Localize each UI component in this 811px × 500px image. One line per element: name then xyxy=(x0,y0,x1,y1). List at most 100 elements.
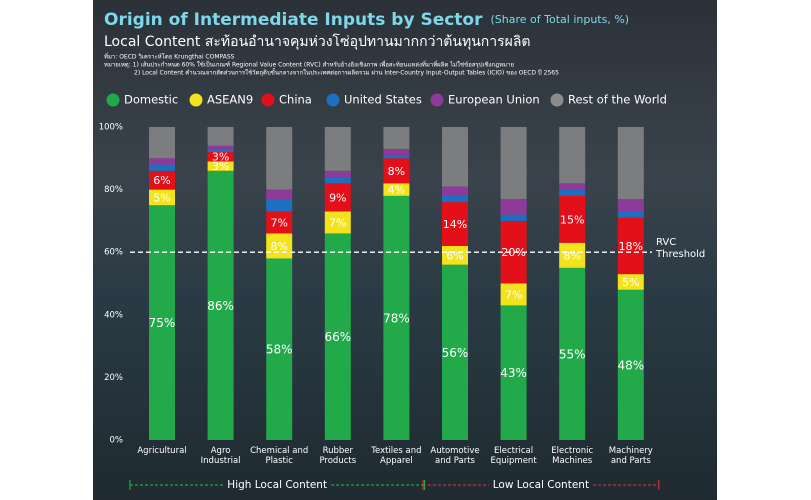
value-label: 6% xyxy=(446,249,463,262)
bar-segment xyxy=(617,198,644,212)
y-tick-label: 20% xyxy=(104,373,123,383)
bar-segment xyxy=(149,170,175,190)
bar-segment xyxy=(266,127,293,190)
bar-segment xyxy=(266,258,293,440)
x-tick-label: Automotive and Parts xyxy=(430,446,480,466)
value-label: 7% xyxy=(270,216,287,229)
value-label: 18% xyxy=(619,240,643,253)
bar-segment xyxy=(442,186,468,196)
x-tick-label: Machinery and Parts xyxy=(608,446,653,466)
value-label: 43% xyxy=(500,366,527,380)
bar-segment xyxy=(324,177,351,184)
y-tick-label: 100% xyxy=(99,123,123,133)
bar-segment xyxy=(617,274,644,290)
legend-label: ASEAN9 xyxy=(207,93,253,107)
bar-segment xyxy=(617,217,644,275)
x-tick-label: Chemical and Plastic xyxy=(250,446,309,466)
bar-segment xyxy=(559,242,586,268)
bar-segment xyxy=(207,170,234,440)
value-label: 8% xyxy=(270,240,287,253)
bar-segment xyxy=(266,211,293,234)
x-tick-label: Agricultural xyxy=(137,446,187,456)
value-label: 48% xyxy=(617,358,644,372)
bar-segment xyxy=(149,164,175,171)
bar-segment xyxy=(500,305,527,440)
bar-segment xyxy=(559,195,586,243)
bar-segment xyxy=(442,195,468,203)
bar-segment xyxy=(266,189,293,199)
y-tick-label: 0% xyxy=(110,436,124,446)
bar-segment xyxy=(442,264,468,440)
legend-marker xyxy=(326,93,340,107)
bar-segment xyxy=(500,214,527,221)
bar-segment xyxy=(207,152,234,162)
x-tick-label: Electrical Equipment xyxy=(490,446,537,466)
bar-segment xyxy=(149,189,175,206)
chart-subtitle: (Share of Total inputs, %) xyxy=(491,13,630,26)
value-label: 75% xyxy=(149,316,176,330)
group-label: Low Local Content xyxy=(493,479,589,491)
chart-title: Origin of Intermediate Inputs by Sector xyxy=(104,10,483,30)
value-label: 9% xyxy=(329,191,346,204)
value-label: 14% xyxy=(443,218,467,231)
y-tick-label: 40% xyxy=(104,310,123,320)
bar-segment xyxy=(324,211,351,234)
bar-segment xyxy=(559,189,586,196)
bar-segment xyxy=(149,205,175,440)
bar-segment xyxy=(324,233,351,440)
bar-segment xyxy=(207,161,234,171)
group-label: High Local Content xyxy=(227,479,327,491)
bar-segment xyxy=(442,202,468,246)
bar-segment xyxy=(383,195,410,440)
value-label: 20% xyxy=(501,246,525,259)
legend-marker xyxy=(106,93,120,107)
legend-marker xyxy=(430,93,444,107)
bar-segment xyxy=(500,283,527,306)
value-label: 8% xyxy=(388,165,405,178)
value-label: 5% xyxy=(153,191,170,204)
bar-segment xyxy=(324,170,351,178)
legend-label: United States xyxy=(344,93,422,107)
threshold-label: RVC Threshold xyxy=(656,237,706,260)
note: หมายเหตุ: 1) เส้นประกำหนด 60% ใช้เป็นเกณ… xyxy=(104,60,514,69)
bar-segment xyxy=(500,198,527,215)
source: ที่มา: OECD วิเคราะห์โดย Krungthai COMPA… xyxy=(104,53,235,61)
bar-segment xyxy=(442,245,468,265)
legend-label: European Union xyxy=(448,93,540,107)
x-tick-label: Rubber Products xyxy=(319,446,357,466)
bar-segment xyxy=(266,233,293,259)
bar-segment xyxy=(383,158,410,184)
bar-segment xyxy=(383,183,410,196)
x-tick-label: Textiles and Apparel xyxy=(371,446,422,466)
bar-segment xyxy=(383,127,410,149)
value-label: 3% xyxy=(212,160,229,173)
bar-segment xyxy=(207,145,234,149)
value-label: 86% xyxy=(207,299,234,313)
headline: Local Content สะท้อนอำนาจคุมห่วงโซ่อุปทา… xyxy=(104,33,531,50)
x-tick-label: Agro Industrial xyxy=(200,446,241,466)
value-label: 6% xyxy=(153,174,170,187)
value-label: 15% xyxy=(560,213,584,226)
note: 2) Local Content คำนวณจากสัดส่วนการใช้วั… xyxy=(134,67,559,77)
bar-segment xyxy=(324,127,351,171)
value-label: 78% xyxy=(383,311,410,325)
value-label: 8% xyxy=(563,249,580,262)
bar-segment xyxy=(207,127,234,146)
bar-segment xyxy=(324,183,351,212)
value-label: 56% xyxy=(442,346,469,360)
value-label: 3% xyxy=(212,151,229,164)
legend-label: Domestic xyxy=(124,93,178,107)
legend-marker xyxy=(189,93,203,107)
title-line: Origin of Intermediate Inputs by Sector (… xyxy=(104,10,629,30)
value-label: 5% xyxy=(622,276,639,289)
bar-segment xyxy=(617,127,644,199)
y-tick-label: 60% xyxy=(104,248,123,258)
bar-segment xyxy=(559,183,586,190)
bar-segment xyxy=(617,211,644,218)
bar-segment xyxy=(383,155,410,159)
y-tick-label: 80% xyxy=(104,185,123,195)
bar-segment xyxy=(266,198,293,212)
x-tick-label: Electronic Machines xyxy=(551,446,594,466)
